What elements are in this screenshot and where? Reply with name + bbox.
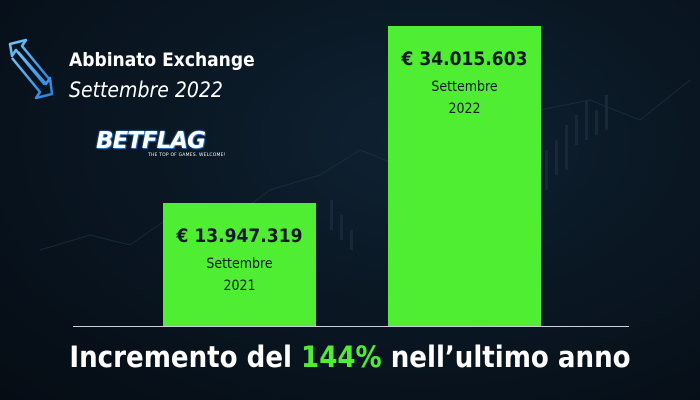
bar-value-label: € 34.015.603 (401, 48, 528, 70)
category-line: Settembre (431, 79, 498, 95)
bar-category-label: Settembre 2021 (206, 253, 272, 297)
exchange-arrows-icon (8, 38, 54, 100)
brand-name: BETFLAG (96, 128, 206, 154)
betflag-logo: BETFLAG THE TOP OF GAMES. WELCOME! (96, 128, 226, 163)
bar-2: € 34.015.603 Settembre 2022 (388, 26, 541, 326)
category-line: Settembre (206, 256, 273, 272)
bar-value-label: € 13.947.319 (176, 225, 303, 247)
category-line: 2021 (223, 278, 256, 294)
brand-tagline: THE TOP OF GAMES. WELCOME! (148, 153, 226, 158)
growth-percentage: 144% (301, 340, 382, 374)
category-line: 2022 (448, 101, 481, 117)
growth-headline: Incremento del 144% nell’ultimo anno (0, 340, 700, 374)
chart-title: Abbinato Exchange (69, 49, 255, 71)
headline-text-after: nell’ultimo anno (381, 340, 631, 374)
chart-baseline (73, 326, 629, 327)
bar-1: € 13.947.319 Settembre 2021 (163, 203, 316, 326)
headline-text-before: Incremento del (69, 340, 302, 374)
bar-category-label: Settembre 2022 (431, 76, 497, 120)
chart-subtitle: Settembre 2022 (69, 78, 223, 102)
